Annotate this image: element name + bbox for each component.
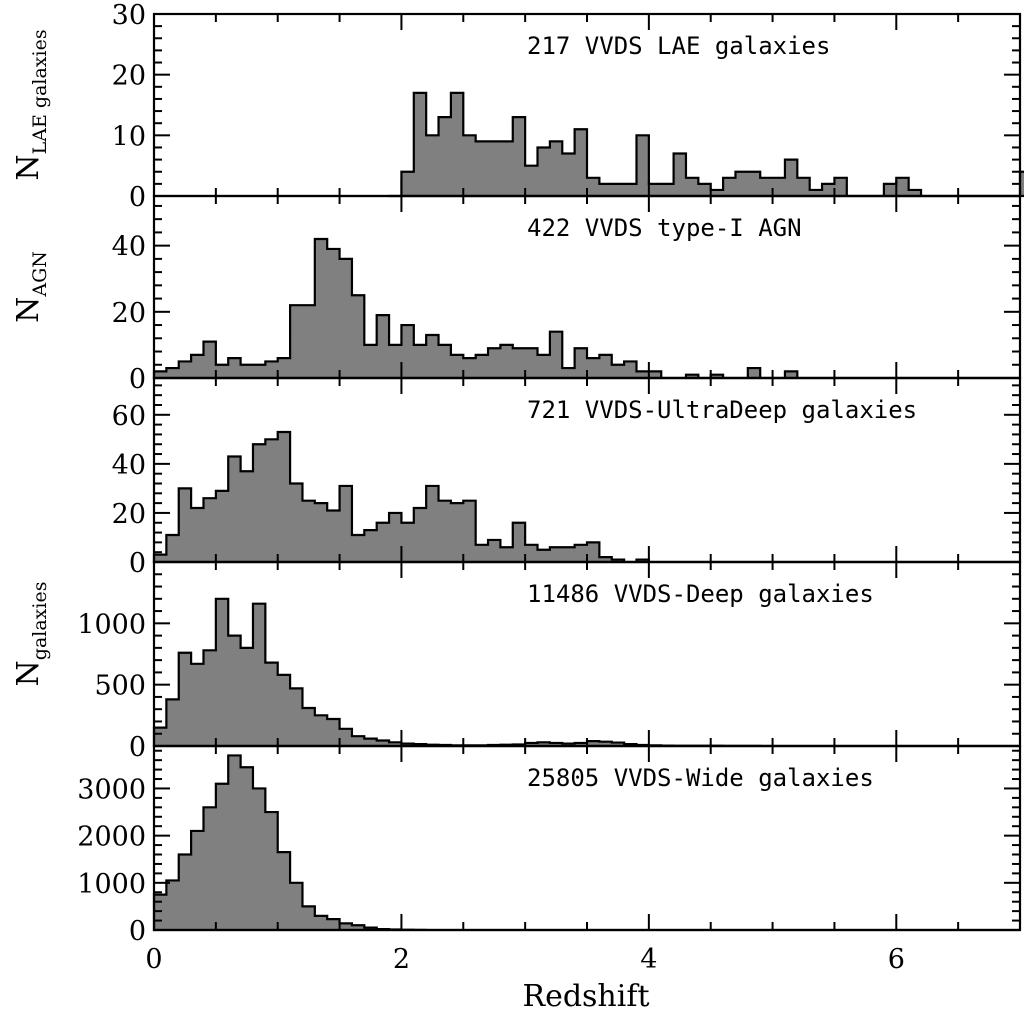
panel-5: 0 1000 2000 3000 25805 VVDS-Wide galaxies <box>77 744 1022 947</box>
x-tick-label: 0 <box>145 944 162 975</box>
y-tick-label: 10 <box>112 121 146 152</box>
y-axis-title-sub: AGN <box>29 251 51 298</box>
y-tick-label: 1000 <box>77 609 146 640</box>
y-tick-label: 20 <box>112 499 146 530</box>
y-axis-title: NLAE galaxies <box>11 29 51 180</box>
histogram-bars-panel-4 <box>152 597 1020 748</box>
y-axis-title-sub: galaxies <box>29 582 51 661</box>
panel-4: 0 500 1000 11486 VVDS-Deep galaxies Ngalaxie… <box>11 560 1022 763</box>
panel-2: 0 20 40 422 VVDS type-I AGN NAGN <box>11 194 1022 395</box>
panel-label: 422 VVDS type-I AGN <box>527 214 802 242</box>
histogram-bars-panel-2 <box>152 237 1020 380</box>
y-tick-label: 1000 <box>77 869 146 900</box>
x-tick-label: 2 <box>393 944 410 975</box>
panel-3: 0 20 40 60 721 VVDS-UltraDeep galaxies <box>112 376 1022 579</box>
y-tick-label: 0 <box>129 548 146 579</box>
y-tick-label: 40 <box>112 450 146 481</box>
x-axis-title: Redshift <box>522 979 649 1014</box>
y-tick-label: 0 <box>129 182 146 213</box>
y-tick-label: 30 <box>112 0 146 31</box>
y-tick-label: 20 <box>112 298 146 329</box>
panel-label: 721 VVDS-UltraDeep galaxies <box>527 396 917 424</box>
histogram-bars-panel-1 <box>389 91 1024 198</box>
y-tick-label: 3000 <box>77 774 146 805</box>
y-tick-label: 60 <box>112 401 146 432</box>
panel-1: 0 10 20 30 217 VVDS LAE galaxies NLAE galaxie… <box>11 0 1024 213</box>
x-tick-label: 6 <box>888 944 905 975</box>
y-axis-title-main: N <box>11 297 46 323</box>
y-tick-label: 0 <box>129 732 146 763</box>
y-axis-title: Ngalaxies <box>11 582 51 687</box>
y-tick-label: 500 <box>94 671 146 702</box>
panel-label: 25805 VVDS-Wide galaxies <box>527 764 874 792</box>
histogram-bars-panel-3 <box>152 430 1020 564</box>
x-axis: 0 2 4 6 <box>145 944 904 975</box>
y-axis-title-main: N <box>11 154 46 180</box>
x-tick-label: 4 <box>640 944 657 975</box>
panel-label: 11486 VVDS-Deep galaxies <box>527 580 874 608</box>
y-tick-label: 40 <box>112 232 146 263</box>
y-tick-label: 2000 <box>77 822 146 853</box>
y-tick-label: 0 <box>129 916 146 947</box>
y-tick-label: 20 <box>112 61 146 92</box>
y-axis-title-sub: LAE galaxies <box>29 29 51 154</box>
panel-label: 217 VVDS LAE galaxies <box>527 32 830 60</box>
y-axis-title-main: N <box>11 660 46 686</box>
y-axis-title: NAGN <box>11 251 51 323</box>
y-tick-label: 0 <box>129 364 146 395</box>
